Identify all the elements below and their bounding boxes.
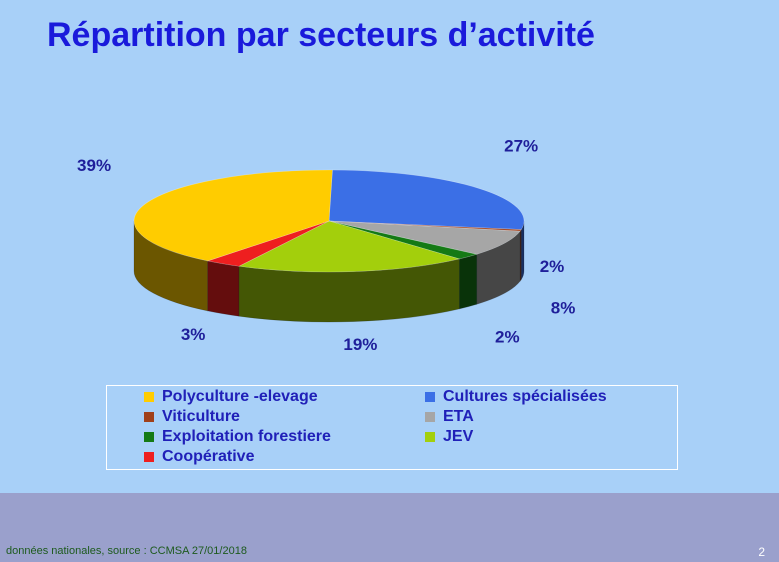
legend-item: Viticulture [144,408,240,426]
legend-swatch [144,392,154,402]
slide-title: Répartition par secteurs d’activité [47,16,595,54]
legend-label: Cultures spécialisées [443,388,607,405]
pie-slice-0 [328,169,525,230]
legend-label: Polyculture -elevage [162,388,318,405]
legend-swatch [425,432,435,442]
slice-label-5: 3% [181,325,206,344]
legend-swatch [425,412,435,422]
legend-item: Exploitation forestiere [144,428,331,446]
pie-slice-4 [237,220,461,273]
pie-side-0 [520,220,525,281]
slice-label-6: 39% [77,156,111,175]
legend-item: Coopérative [144,448,254,466]
legend-swatch [144,412,154,422]
legend-label: Exploitation forestiere [162,428,331,445]
slice-label-extra-0: 2% [540,257,565,276]
pie-slice-3 [328,220,478,260]
slice-label-0: 27% [504,136,538,155]
pie-chart: 27% 8% 2% 19% 3% 39% 2% [77,136,576,354]
pie-slice-2 [328,220,521,255]
legend-item: ETA [425,408,474,426]
legend-item: Polyculture -elevage [144,388,318,406]
legend-label: Viticulture [162,408,240,425]
pie-slice-5 [206,220,330,267]
legend-swatch [144,432,154,442]
pie-slice-1 [328,220,522,232]
legend-item: Cultures spécialisées [425,388,607,406]
legend-swatch [425,392,435,402]
page-number: 2 [758,545,765,559]
legend-swatch [144,452,154,462]
slice-label-2: 8% [551,299,576,318]
footer-source: données nationales, source : CCMSA 27/01… [6,545,247,557]
legend-label: JEV [443,428,474,445]
legend-item: JEV [425,428,473,446]
slice-label-4: 19% [343,335,377,354]
pie-slice-6 [133,169,333,262]
slice-label-3: 2% [495,328,520,347]
footer-band [0,493,779,562]
pie-side-4 [238,258,460,323]
pie-side-5 [207,260,240,317]
chart-legend: Polyculture -elevage Cultures spécialisée… [106,385,678,470]
legend-label: ETA [443,408,474,425]
legend-label: Coopérative [162,448,255,465]
pie-side-3 [459,253,478,310]
